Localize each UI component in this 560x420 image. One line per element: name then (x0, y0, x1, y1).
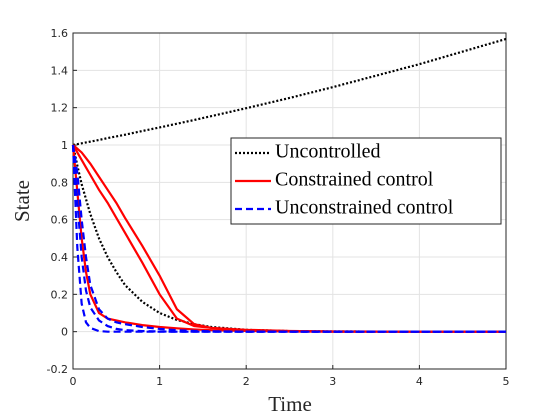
legend-box (230, 137, 502, 225)
y-tick-label: 0.6 (51, 214, 69, 227)
x-tick-label: 2 (243, 375, 250, 388)
y-tick-label: 1.4 (51, 64, 69, 77)
legend-label: Constrained control (275, 169, 434, 191)
y-tick-label: 1 (61, 139, 68, 152)
x-tick-label: 5 (503, 375, 510, 388)
series-line (71, 144, 506, 333)
y-tick-label: 0.2 (51, 288, 69, 301)
axes-box (72, 32, 507, 370)
y-tick-label: 1.6 (51, 27, 69, 40)
legend-label: Unconstrained control (275, 197, 454, 219)
x-tick-label: 1 (156, 375, 163, 388)
y-tick-label: 1.2 (51, 102, 69, 115)
series-line (72, 37, 507, 147)
y-tick-label: -0.2 (47, 363, 68, 376)
x-tick-label: 0 (70, 375, 77, 388)
y-tick-label: 0 (61, 326, 68, 339)
x-axis-label: Time (268, 392, 312, 416)
series-line (71, 144, 506, 333)
x-tick-label: 3 (329, 375, 336, 388)
y-tick-label: 0.8 (51, 176, 69, 189)
series-line (71, 144, 506, 333)
legend-label: Uncontrolled (275, 141, 381, 163)
y-axis-label: State (10, 180, 34, 222)
x-tick-label: 4 (416, 375, 423, 388)
y-tick-label: 0.4 (51, 251, 69, 264)
